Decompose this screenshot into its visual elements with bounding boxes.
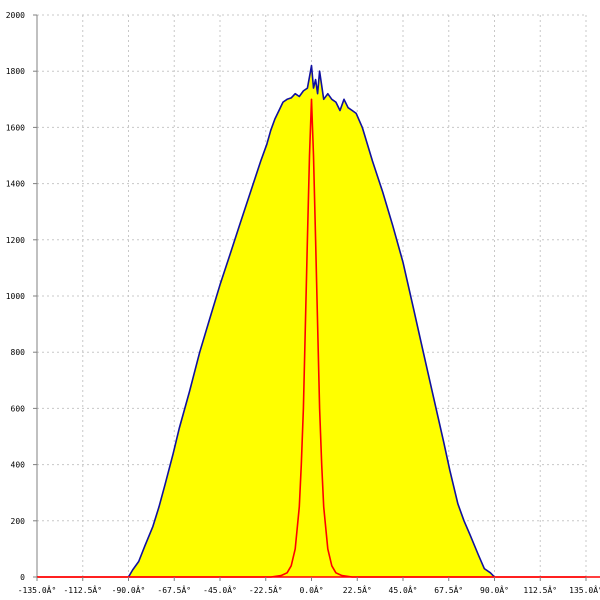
x-tick-label: -22.5Â°: [249, 584, 283, 595]
x-tick-label: 67.5Â°: [434, 584, 463, 595]
x-tick-label: 45.0Â°: [389, 584, 418, 595]
series-1-area: [128, 65, 495, 577]
y-tick-label: 600: [11, 404, 26, 413]
x-tick-label: -67.5Â°: [157, 584, 191, 595]
x-tick-label: -90.0Â°: [112, 584, 146, 595]
y-tick-label: 1800: [6, 67, 25, 76]
x-tick-label: -45.0Â°: [203, 584, 237, 595]
x-tick-label: 135.0Â°: [569, 584, 600, 595]
x-tick-label: 90.0Â°: [480, 584, 509, 595]
x-tick-label: 0.0Â°: [299, 584, 323, 595]
y-tick-label: 400: [11, 461, 26, 470]
series-2-line: [37, 98, 586, 578]
y-tick-label: 1200: [6, 236, 25, 245]
y-tick-label: 1600: [6, 123, 25, 132]
x-tick-label: 22.5Â°: [343, 584, 372, 595]
y-tick-label: 200: [11, 517, 26, 526]
y-tick-label: 800: [11, 348, 26, 357]
x-tick-label: -135.0Â°: [18, 584, 57, 595]
y-tick-label: 2000: [6, 11, 25, 20]
series-lines-group: [37, 64, 586, 578]
series-area-group: [128, 65, 495, 577]
x-tick-labels: -135.0Â° -112.5Â° -90.0Â° -67.5Â° -45.0Â° -22…: [18, 584, 600, 595]
y-tick-label: 0: [20, 573, 25, 582]
x-tick-label: 112.5Â°: [523, 584, 557, 595]
y-tick-labels: 0 200 400 600 800 1000 1200 1400 1600 1800 2000: [6, 11, 25, 582]
y-tick-label: 1400: [6, 180, 25, 189]
y-tick-label: 1000: [6, 292, 25, 301]
axes: [33, 14, 600, 581]
series-1-line: [127, 64, 496, 578]
x-tick-label: -112.5Â°: [63, 584, 102, 595]
